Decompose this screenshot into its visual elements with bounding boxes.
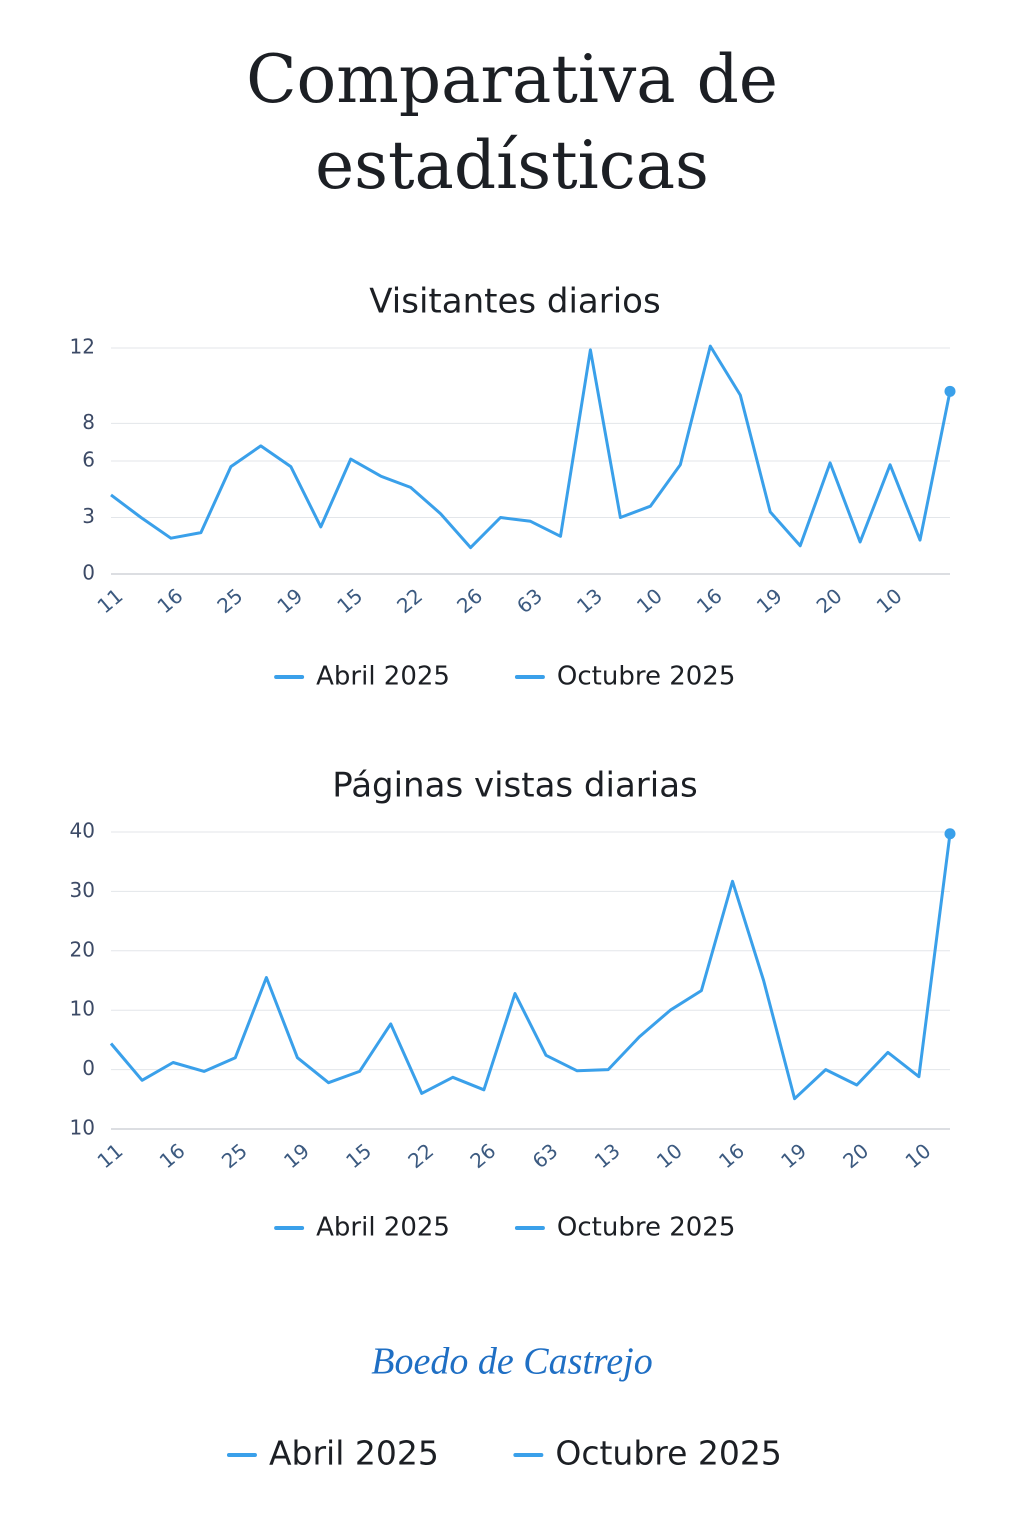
x-tick-label: 10 — [632, 583, 667, 618]
legend-label: Octubre 2025 — [555, 1434, 782, 1473]
end-point — [944, 828, 956, 840]
x-tick-label: 20 — [838, 1138, 873, 1173]
x-tick-label: 19 — [776, 1138, 811, 1173]
x-tick-label: 13 — [572, 583, 607, 618]
x-tick-label: 10 — [872, 583, 907, 618]
line-series — [109, 833, 952, 1101]
x-tick-label: 63 — [512, 583, 547, 618]
x-tick-label: 25 — [217, 1138, 252, 1173]
legend-label: Abril 2025 — [316, 1213, 450, 1243]
y-tick-label: 40 — [70, 819, 95, 843]
brand: Boedo de Castrejo — [371, 1341, 652, 1383]
end-point — [944, 385, 956, 397]
x-tick-label: 19 — [752, 583, 787, 618]
chart-title: Páginas vistas diarias — [332, 766, 698, 806]
legend-label: Abril 2025 — [316, 662, 450, 692]
x-tick-label: 15 — [332, 583, 367, 618]
x-tick-label: 13 — [590, 1138, 625, 1173]
y-tick-label: 10 — [70, 1116, 95, 1140]
y-tick-label: 6 — [82, 448, 95, 472]
x-tick-label: 22 — [392, 583, 427, 618]
x-tick-label: 19 — [272, 583, 307, 618]
x-tick-label: 11 — [93, 583, 128, 618]
y-tick-label: 3 — [82, 504, 95, 528]
y-tick-label: 30 — [70, 878, 95, 902]
x-tick-label: 16 — [153, 583, 188, 618]
x-tick-label: 26 — [452, 583, 487, 618]
y-tick-label: 12 — [70, 335, 95, 359]
legend-label: Octubre 2025 — [557, 662, 735, 692]
y-tick-label: 8 — [82, 410, 95, 434]
x-tick-label: 16 — [692, 583, 727, 618]
x-tick-label: 11 — [93, 1138, 128, 1173]
chart-title: Visitantes diarios — [369, 282, 660, 322]
y-tick-label: 10 — [70, 997, 95, 1021]
line-series — [110, 344, 952, 550]
x-tick-label: 26 — [465, 1138, 500, 1173]
x-tick-label: 20 — [812, 583, 847, 618]
page-title: Comparativa de estadísticas — [246, 41, 778, 204]
legend-label: Abril 2025 — [269, 1434, 439, 1473]
y-tick-label: 20 — [70, 937, 95, 961]
y-tick-label: 0 — [82, 1056, 95, 1080]
x-tick-label: 15 — [341, 1138, 376, 1173]
x-tick-label: 63 — [528, 1138, 563, 1173]
y-tick-label: 0 — [82, 561, 95, 585]
title-line: Comparativa de — [246, 41, 778, 118]
x-tick-label: 10 — [900, 1138, 935, 1173]
legend-label: Octubre 2025 — [557, 1213, 735, 1243]
x-tick-label: 22 — [403, 1138, 438, 1173]
x-tick-label: 10 — [652, 1138, 687, 1173]
x-tick-label: 16 — [714, 1138, 749, 1173]
x-tick-label: 16 — [155, 1138, 190, 1173]
x-tick-label: 19 — [279, 1138, 314, 1173]
title-line: estadísticas — [315, 127, 709, 204]
x-tick-label: 25 — [212, 583, 247, 618]
